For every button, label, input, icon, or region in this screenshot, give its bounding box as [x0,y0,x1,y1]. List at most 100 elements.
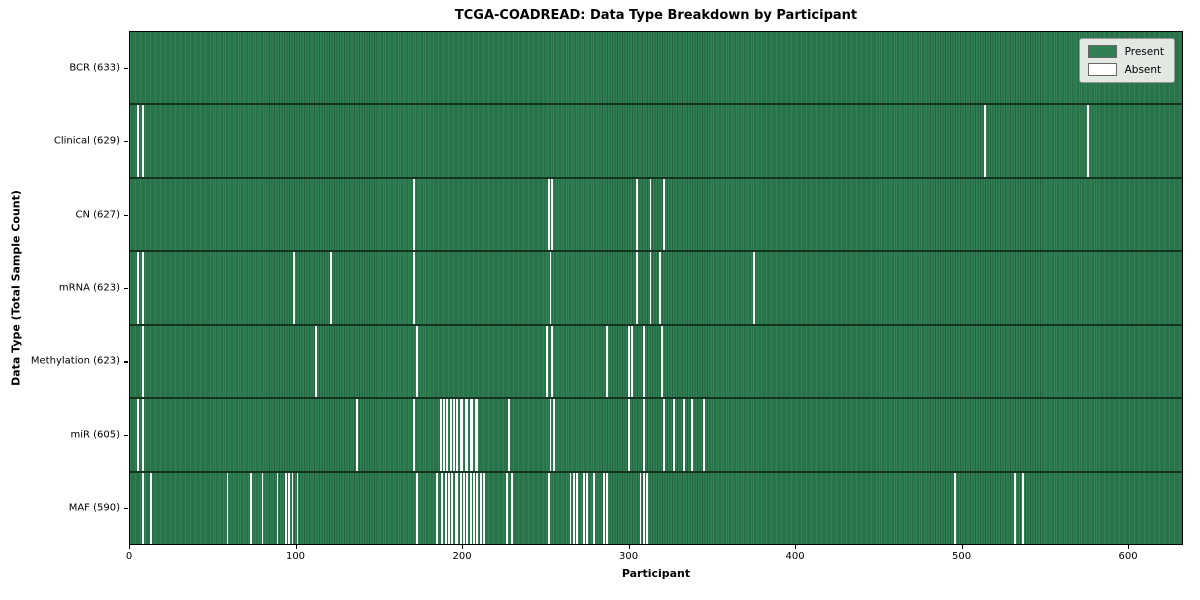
absent-stripe [413,252,415,324]
absent-stripe [546,325,549,398]
absent-stripe [449,399,452,471]
absent-stripe [569,472,572,544]
absent-stripe [141,105,144,177]
y-tick-mark [124,214,128,216]
x-tick-label: 500 [951,551,972,562]
y-tick-mark [124,508,128,510]
absent-stripe [482,472,485,544]
absent-stripe [476,399,479,471]
absent-stripe [276,472,279,544]
absent-stripe [549,399,552,471]
absent-stripe [136,105,139,177]
absent-stripe [642,325,645,398]
y-tick-label: miR (605) [70,429,120,441]
absent-stripe [606,325,609,398]
x-tick-label: 600 [1118,551,1138,562]
absent-stripe [136,399,139,471]
absent-stripe [284,472,287,544]
absent-stripe [661,325,664,398]
x-tick-mark [628,545,630,549]
absent-stripe [592,472,595,544]
x-tick-mark [462,545,464,549]
absent-stripe [261,472,264,544]
absent-stripe [984,105,987,177]
absent-stripe [226,472,229,544]
absent-stripe [149,472,152,544]
absent-stripe [551,325,554,398]
y-tick-label: Methylation (623) [30,355,120,367]
absent-stripe [444,472,447,544]
legend-label-present: Present [1124,45,1164,58]
plot-area: Present Absent [129,31,1183,545]
absent-stripe [439,399,442,471]
absent-stripe [649,252,652,324]
absent-swatch [1087,63,1117,76]
y-tick-mark [124,434,128,437]
absent-stripe [459,399,462,471]
x-tick-label: 0 [125,551,133,562]
y-tick-label: BCR (633) [69,62,120,74]
heatmap-row-MAF [130,470,1182,544]
y-tick-mark [124,361,128,363]
heatmap-row-mRNA [130,250,1182,324]
absent-stripe [473,472,475,544]
absent-stripe [466,399,469,471]
absent-stripe [141,472,144,544]
absent-stripe [456,399,459,471]
heatmap-rows [130,32,1182,544]
absent-stripe [448,472,450,544]
heatmap-row-BCR [130,32,1182,104]
x-tick-label: 300 [618,551,639,562]
absent-stripe [691,399,694,471]
x-tick-label: 200 [452,551,472,562]
absent-stripe [249,472,252,544]
absent-stripe [413,178,415,251]
x-tick-label: 400 [785,551,805,562]
absent-stripe [576,472,579,544]
absent-stripe [464,399,467,471]
absent-stripe [136,252,139,324]
absent-stripe [416,472,419,544]
legend-label-absent: Absent [1124,63,1162,76]
absent-stripe [296,472,299,544]
absent-stripe [291,472,294,544]
absent-stripe [702,399,705,471]
heatmap-row-Methylation [130,323,1182,398]
absent-stripe [461,399,464,471]
absent-stripe [646,472,649,544]
absent-stripe [479,472,482,544]
absent-stripe [456,472,459,544]
absent-stripe [416,325,419,398]
absent-stripe [446,399,449,471]
legend-entry-present: Present [1087,45,1164,58]
absent-stripe [443,399,445,471]
absent-stripe [314,325,317,398]
absent-stripe [586,472,589,544]
absent-stripe [631,325,634,398]
absent-stripe [469,472,472,544]
absent-stripe [582,472,585,544]
absent-stripe [507,399,510,471]
absent-stripe [463,472,465,544]
absent-stripe [659,252,662,324]
absent-stripe [141,325,144,398]
x-axis-label: Participant [621,567,691,580]
absent-stripe [752,252,755,324]
absent-stripe [636,252,639,324]
absent-stripe [639,472,642,544]
absent-stripe [511,472,514,544]
absent-stripe [1087,105,1090,177]
absent-stripe [141,399,144,471]
y-tick-label: Clinical (629) [53,135,120,147]
chart-title: TCGA-COADREAD: Data Type Breakdown by Pa… [454,8,858,23]
absent-stripe [356,399,359,471]
y-tick-mark [124,67,128,69]
absent-stripe [662,178,665,251]
heatmap-row-Clinical [130,103,1182,177]
absent-stripe [451,472,454,544]
y-axis-label: Data Type (Total Sample Count) [9,190,23,386]
absent-stripe [549,252,552,324]
absent-stripe [547,178,550,251]
absent-stripe [454,472,457,544]
y-tick-mark [124,288,128,290]
